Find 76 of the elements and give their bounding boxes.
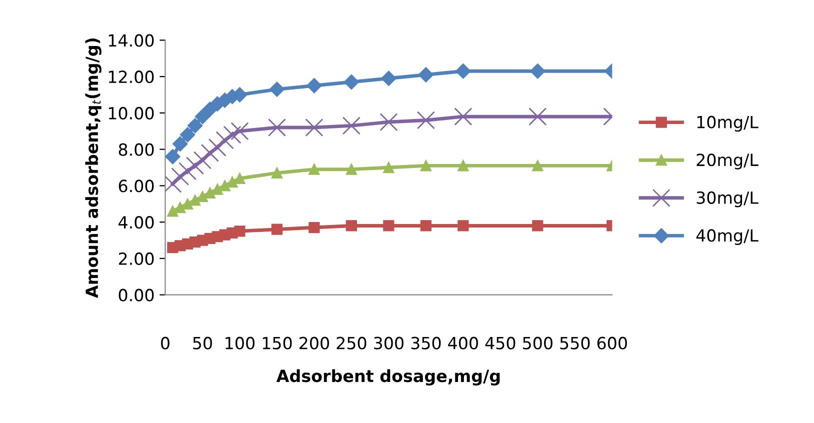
x-tick-label: 550 bbox=[560, 336, 590, 350]
point bbox=[342, 116, 360, 135]
point bbox=[212, 184, 223, 195]
point bbox=[346, 164, 357, 175]
point bbox=[196, 191, 208, 202]
point bbox=[174, 202, 186, 214]
x-tick-label: 0 bbox=[161, 336, 170, 350]
x-tick-label: 400 bbox=[448, 336, 478, 350]
x-tick-label: 50 bbox=[193, 336, 212, 350]
y-tick-label: 6.00 bbox=[118, 180, 154, 192]
point bbox=[306, 78, 322, 94]
y-tick-label: 12.00 bbox=[108, 70, 154, 84]
point bbox=[458, 160, 469, 172]
point bbox=[269, 82, 285, 97]
point bbox=[420, 160, 432, 172]
point bbox=[308, 164, 320, 175]
y-tick-label: 10.00 bbox=[108, 106, 154, 120]
point bbox=[223, 126, 242, 144]
point bbox=[187, 118, 203, 134]
x-tick-label: 450 bbox=[485, 336, 516, 350]
point bbox=[305, 118, 324, 137]
x-tick-label: 250 bbox=[336, 336, 366, 350]
point bbox=[268, 118, 286, 137]
point bbox=[234, 172, 246, 184]
x-tick-label: 100 bbox=[226, 336, 255, 350]
point bbox=[204, 187, 216, 199]
point bbox=[165, 149, 180, 164]
point bbox=[528, 108, 547, 126]
x-tick-label: 300 bbox=[374, 336, 404, 350]
point bbox=[383, 162, 394, 174]
y-tick-label: 8.00 bbox=[118, 143, 154, 156]
point bbox=[532, 160, 544, 172]
point bbox=[380, 113, 398, 132]
legend-label: 20mg/L bbox=[696, 154, 758, 170]
x-tick-label: 150 bbox=[262, 336, 292, 350]
x-tick-label: 500 bbox=[523, 336, 552, 350]
point bbox=[308, 222, 320, 234]
point bbox=[234, 226, 246, 237]
point bbox=[226, 176, 238, 188]
point bbox=[230, 122, 249, 140]
point bbox=[420, 220, 432, 232]
point bbox=[167, 206, 178, 217]
point bbox=[454, 108, 472, 126]
point bbox=[456, 64, 471, 79]
y-tick-label: 4.00 bbox=[118, 216, 154, 229]
legend-label: 30mg/L bbox=[696, 191, 758, 208]
y-tick-label: 2.00 bbox=[118, 252, 154, 266]
point bbox=[172, 136, 188, 152]
x-tick-label: 600 bbox=[597, 336, 627, 350]
point bbox=[165, 174, 182, 193]
point bbox=[530, 64, 546, 79]
point bbox=[381, 70, 396, 86]
point bbox=[418, 67, 434, 82]
y-tick-label: 14.00 bbox=[108, 34, 154, 47]
point bbox=[344, 74, 360, 90]
point bbox=[182, 198, 194, 210]
point bbox=[271, 167, 283, 179]
point bbox=[532, 220, 544, 232]
legend-label: 10mg/L bbox=[697, 116, 758, 132]
point bbox=[219, 180, 230, 192]
point bbox=[346, 220, 357, 232]
y-tick-label: 0.00 bbox=[118, 288, 154, 302]
point bbox=[271, 224, 283, 235]
legend-label: 40mg/L bbox=[696, 229, 758, 245]
point bbox=[193, 151, 212, 170]
point bbox=[189, 194, 201, 206]
point bbox=[416, 111, 435, 130]
point bbox=[383, 220, 394, 232]
point bbox=[186, 156, 204, 175]
point bbox=[458, 220, 469, 232]
point bbox=[194, 109, 210, 124]
point bbox=[180, 127, 196, 142]
x-tick-label: 350 bbox=[411, 336, 441, 350]
y-axis-title: Amount adsorbent,q$_{t}$(mg/g) bbox=[85, 38, 102, 298]
x-axis-title: Adsorbent dosage,mg/g bbox=[276, 369, 500, 386]
x-tick-label: 200 bbox=[300, 336, 330, 350]
